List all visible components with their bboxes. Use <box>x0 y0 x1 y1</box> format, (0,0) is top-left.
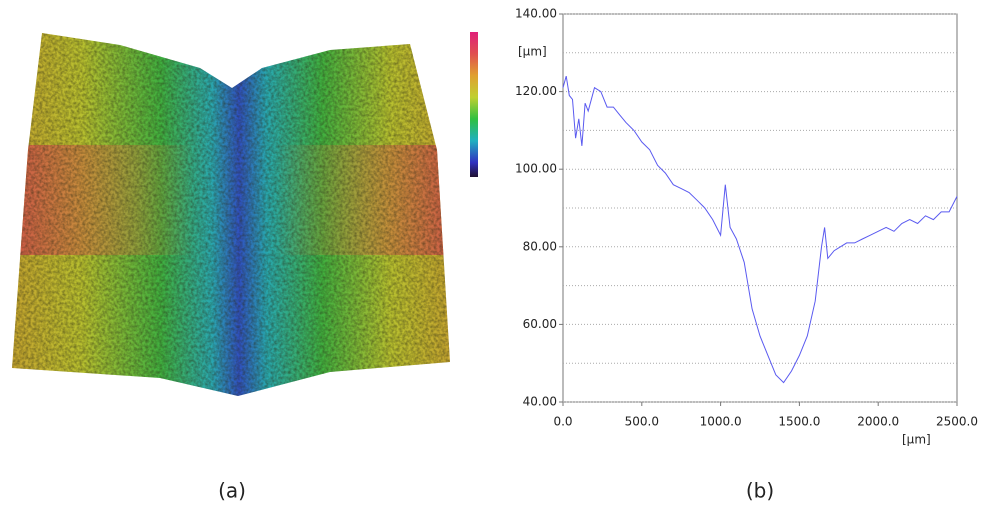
surface-image <box>12 33 450 396</box>
profile-line <box>562 75 958 384</box>
y-axis-unit: [µm] <box>518 45 547 59</box>
y-tick-label: 40.00 <box>523 395 557 409</box>
color-scale <box>470 32 478 177</box>
caption: (b) <box>746 479 774 503</box>
y-tick-label: 140.00 <box>515 7 557 21</box>
caption: (a) <box>218 479 246 503</box>
y-tick-label: 120.00 <box>515 84 557 98</box>
x-tick-label: 0.0 <box>553 415 572 429</box>
x-tick-label: 2500.0 <box>936 415 978 429</box>
x-axis-unit: [µm] <box>902 433 931 447</box>
y-tick-label: 80.00 <box>523 239 557 253</box>
x-tick-label: 500.0 <box>625 415 659 429</box>
x-tick-label: 1500.0 <box>778 415 820 429</box>
y-tick-label: 100.00 <box>515 162 557 176</box>
x-tick-label: 1000.0 <box>700 415 742 429</box>
y-tick-label: 60.00 <box>523 317 557 331</box>
x-tick-label: 2000.0 <box>857 415 899 429</box>
plot-frame <box>562 13 958 403</box>
